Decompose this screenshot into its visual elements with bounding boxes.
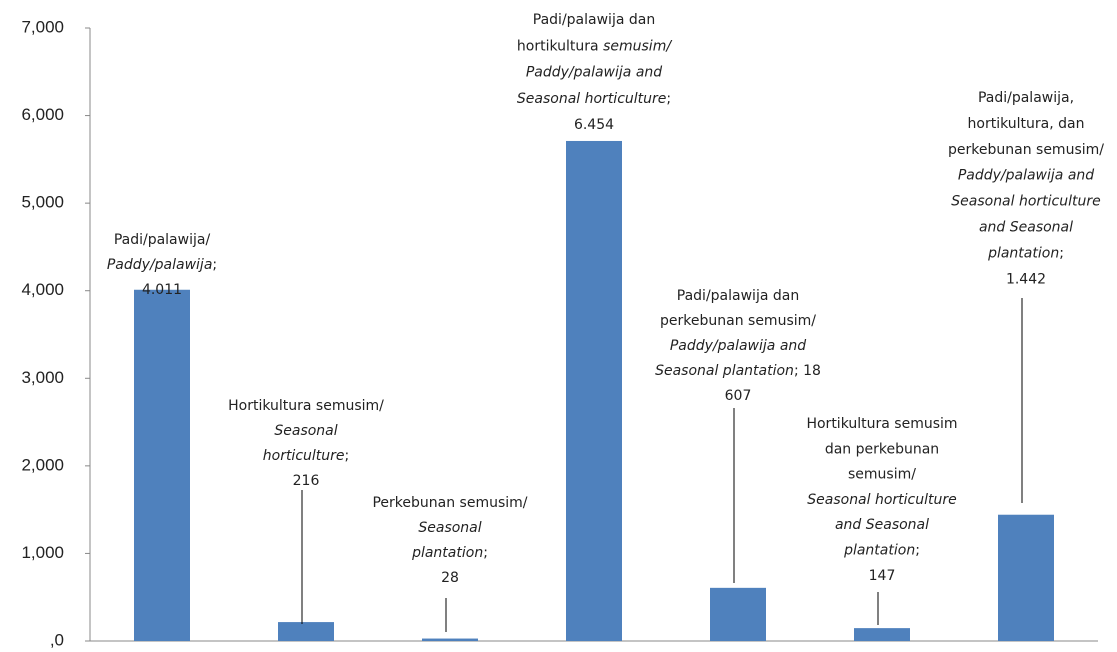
bar [710,587,766,641]
value-label: 28 [441,570,459,586]
data-label-line: horticulture; [263,448,349,464]
label-segment: hortikultura [517,38,603,54]
label-segment: ; 18 [794,363,821,379]
data-label-line: Paddy/palawija and [670,338,806,354]
data-label-line: Padi/palawija, [978,90,1074,106]
label-segment: and Seasonal [835,517,929,533]
y-tick-label: 6,000 [21,105,64,124]
label-segment: Seasonal horticulture [807,492,957,508]
data-label-line: Paddy/palawija and [526,65,662,81]
data-label-line: Padi/palawija/ [114,232,211,248]
data-label-line: plantation; [411,545,488,561]
label-segment: ; [483,545,488,561]
value-label: 1.442 [1006,271,1046,287]
data-label-line: Padi/palawija dan [533,12,655,28]
data-label-line: Seasonal [274,423,337,439]
label-segment: horticulture [263,448,345,464]
label-segment: Perkebunan semusim/ [372,495,527,511]
data-label-line: plantation; [843,543,920,559]
data-label-line: Hortikultura semusim [806,416,957,432]
data-label-line: Seasonal horticulture [807,492,957,508]
y-tick-label: 2,000 [21,455,64,474]
label-segment: Seasonal [418,520,481,536]
data-label-line: and Seasonal [979,220,1073,236]
label-segment: Hortikultura semusim [806,416,957,432]
data-label-line: Seasonal plantation; 18 [655,363,821,379]
label-segment: plantation [411,545,483,561]
label-segment: semusim/ [848,467,916,483]
value-label: 147 [869,568,896,584]
data-label-line: and Seasonal [835,517,929,533]
y-tick-label: 7,000 [21,17,64,36]
label-segment: ; [345,448,350,464]
data-label-line: Seasonal horticulture [951,194,1101,210]
label-segment: plantation [987,245,1059,261]
value-label: 6.454 [574,117,614,133]
label-segment: ; [666,91,671,107]
label-segment: Padi/palawija, [978,90,1074,106]
label-segment: Paddy/palawija and [526,65,662,81]
data-label-line: semusim/ [848,467,916,483]
label-segment: semusim/ [603,38,672,54]
data-label-line: plantation; [987,245,1064,261]
label-segment: Hortikultura semusim/ [228,398,384,414]
bar [422,638,478,641]
label-segment: ; [915,543,920,559]
data-label-line: dan perkebunan [825,441,939,457]
label-segment: ; [1059,245,1064,261]
label-segment: Paddy/palawija and [958,168,1094,184]
value-label: 607 [725,388,752,404]
y-tick-label: 1,000 [21,543,64,562]
label-segment: hortikultura, dan [968,116,1085,132]
label-segment: dan perkebunan [825,441,939,457]
data-label-line: Padi/palawija dan [677,288,799,304]
bar [854,628,910,641]
label-segment: Padi/palawija dan [677,288,799,304]
y-tick-label: 5,000 [21,193,64,212]
data-label-line: hortikultura, dan [968,116,1085,132]
data-label-line: Seasonal horticulture; [517,91,671,107]
label-segment: Padi/palawija dan [533,12,655,28]
label-segment: Seasonal [274,423,337,439]
label-segment: perkebunan semusim/ [660,313,816,329]
data-label-line: Seasonal [418,520,481,536]
label-segment: plantation [843,543,915,559]
value-label: 216 [293,473,320,489]
bar [278,622,334,641]
label-segment: Paddy/palawija [107,257,213,273]
data-label-line: hortikultura semusim/ [517,38,672,54]
label-segment: and Seasonal [979,220,1073,236]
bar [998,514,1054,641]
y-tick-label: 3,000 [21,368,64,387]
data-label-line: Paddy/palawija and [958,168,1094,184]
label-segment: Paddy/palawija and [670,338,806,354]
data-label-line: Paddy/palawija; [107,257,217,273]
y-tick-label: 4,000 [21,280,64,299]
data-label-line: perkebunan semusim/ [948,142,1104,158]
label-segment: Seasonal horticulture [517,91,667,107]
data-label-line: Hortikultura semusim/ [228,398,384,414]
label-segment: ; [212,257,217,273]
data-label-line: perkebunan semusim/ [660,313,816,329]
y-tick-label: ,0 [50,630,64,649]
label-segment: Seasonal horticulture [951,194,1101,210]
label-segment: perkebunan semusim/ [948,142,1104,158]
value-label: 4.011 [142,282,182,298]
data-label-line: Perkebunan semusim/ [372,495,527,511]
bar [134,289,190,641]
label-segment: Seasonal plantation [655,363,794,379]
label-segment: Padi/palawija/ [114,232,211,248]
bar [566,140,622,641]
